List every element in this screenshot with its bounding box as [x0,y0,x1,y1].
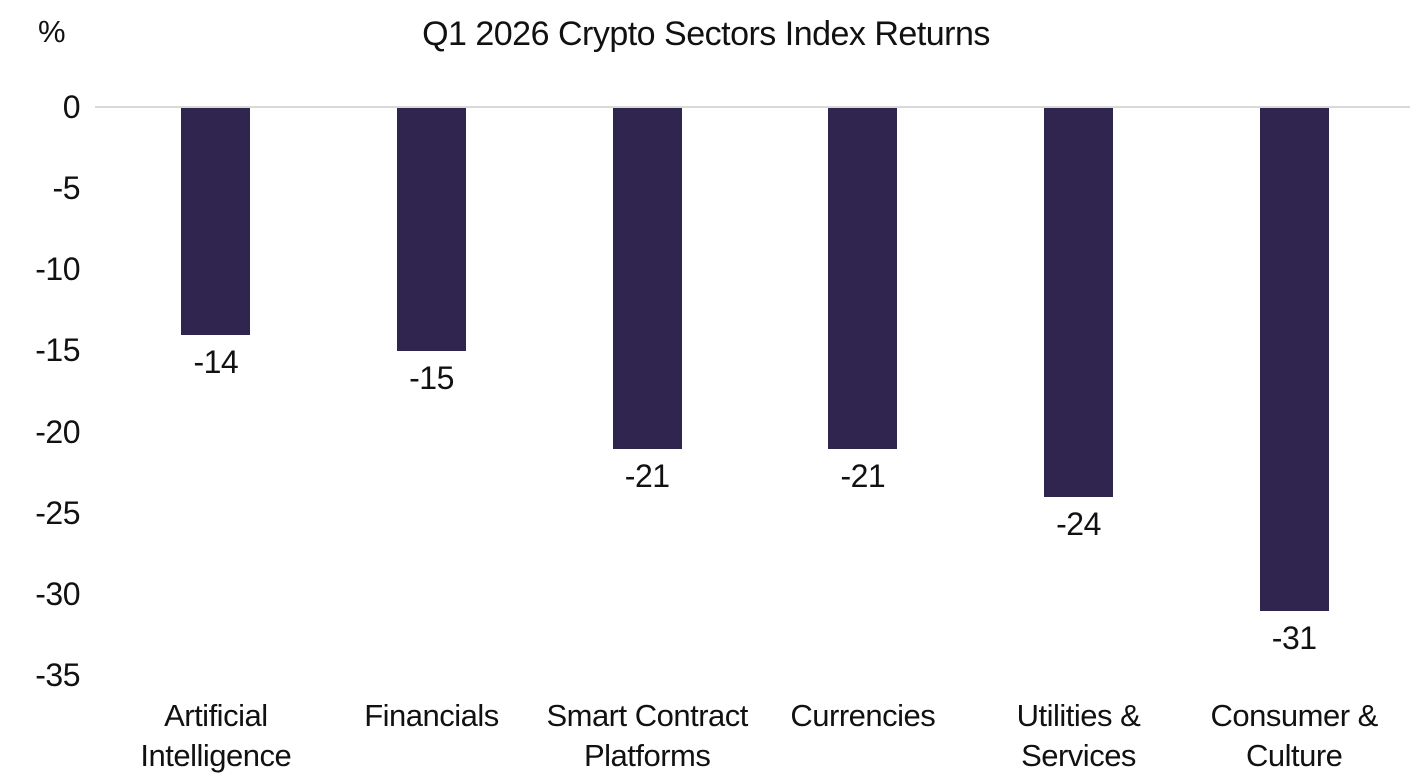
bar-1 [397,108,466,352]
bar-value-label: -31 [1271,620,1317,657]
bar-value-label: -14 [193,344,239,381]
y-tick-label: -5 [52,170,81,207]
bar-value-label: -21 [624,457,670,494]
category-label: Utilities & Services [1016,698,1141,773]
y-tick-label: -10 [35,251,80,288]
zero-baseline-axis-line [95,106,1410,108]
chart-title: Q1 2026 Crypto Sectors Index Returns [422,15,990,53]
bar-5 [1259,108,1329,612]
bar-2 [612,108,682,449]
y-tick-label: -30 [35,575,80,612]
y-tick-label: -15 [35,332,80,369]
bar-value-label: -15 [409,360,454,397]
y-tick-label: -25 [35,494,80,531]
category-label: Artificial Intelligence [140,698,292,773]
bar-value-label: -24 [1056,506,1101,543]
bar-3 [828,108,898,449]
y-axis-unit-label: % [38,14,66,49]
y-tick-label: -20 [35,413,80,450]
category-label: Smart Contract Platforms [546,698,748,773]
bar-value-label: -21 [840,457,886,494]
y-tick-label: -35 [35,657,80,693]
category-label: Currencies [790,698,936,733]
category-label: Financials [364,698,499,733]
bar-4 [1044,108,1113,498]
category-label: Consumer & Culture [1210,698,1379,773]
bar-0 [181,108,251,336]
y-tick-label: 0 [62,89,81,125]
